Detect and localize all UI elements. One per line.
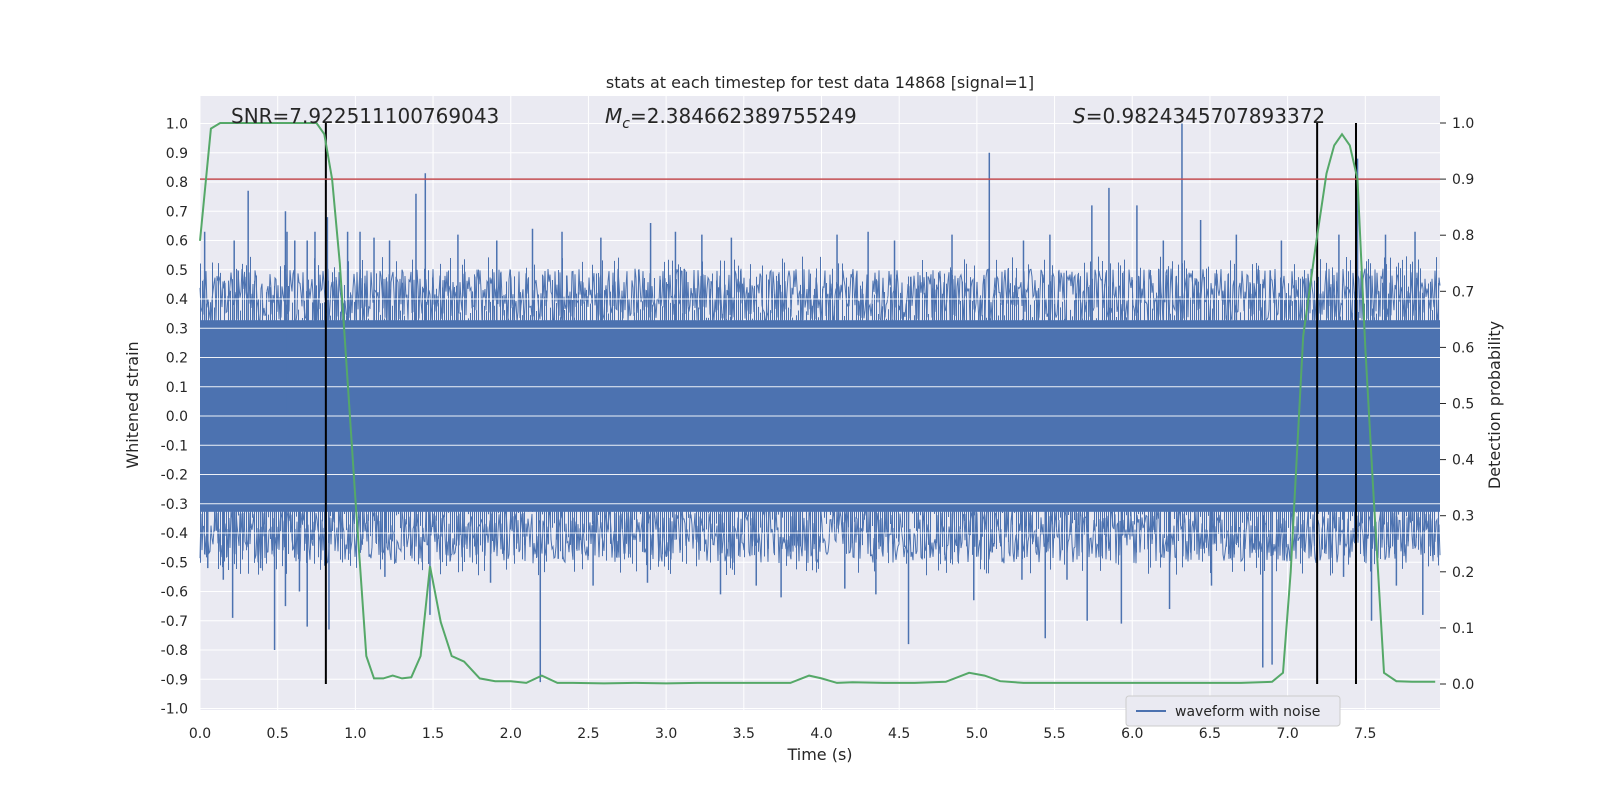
y-tick-label: -0.1 (161, 438, 188, 454)
x-tick-label: 2.5 (577, 726, 599, 742)
y2-tick-label: 0.9 (1452, 172, 1474, 188)
x-tick-label: 3.5 (733, 726, 755, 742)
score-annotation: S=0.9824345707893372 (1073, 104, 1325, 128)
y-tick-label: 0.9 (166, 146, 188, 162)
y-tick-label: 0.2 (166, 351, 188, 367)
y2-tick-label: 0.5 (1452, 397, 1474, 413)
y-tick-label: -0.6 (161, 585, 188, 601)
y-tick-label: -0.8 (161, 643, 188, 659)
y-tick-label: 0.4 (166, 292, 188, 308)
chart-title: stats at each timestep for test data 148… (606, 73, 1034, 92)
x-tick-label: 7.5 (1354, 726, 1376, 742)
x-tick-label: 6.0 (1121, 726, 1143, 742)
x-tick-label: 4.0 (810, 726, 832, 742)
y-tick-label: -0.9 (161, 672, 188, 688)
s-symbol: S (1073, 104, 1086, 128)
legend-label: waveform with noise (1175, 704, 1320, 720)
x-tick-label: 6.5 (1199, 726, 1221, 742)
waveform-series (199, 123, 1441, 683)
x-tick-labels: 0.0 0.5 1.0 1.5 2.0 2.5 3.0 3.5 4.0 4.5 5.0 5.5 6.0 6… (189, 726, 1377, 742)
x-tick-label: 1.5 (422, 726, 444, 742)
y2-tick-label: 0.3 (1452, 509, 1474, 525)
y-tick-label: -0.3 (161, 497, 188, 513)
x-tick-label: 1.0 (344, 726, 366, 742)
x-tick-label: 5.5 (1043, 726, 1065, 742)
legend: waveform with noise (1125, 695, 1341, 727)
y2-tick-label: 0.2 (1452, 565, 1474, 581)
x-axis-label: Time (s) (786, 745, 852, 764)
x-tick-label: 2.0 (500, 726, 522, 742)
y2-tick-labels: 0.0 0.1 0.2 0.3 0.4 0.5 0.6 0.7 0.8 0.9 1.0 (1440, 116, 1474, 693)
mc-value: =2.384662389755249 (630, 104, 857, 128)
y-tick-labels: -1.0 -0.9 -0.8 -0.7 -0.6 -0.5 -0.4 -0.3 -0.2 -0.1… (161, 117, 188, 718)
y-tick-label: 0.5 (166, 263, 188, 279)
snr-annotation: SNR=7.922511100769043 (231, 104, 499, 128)
y-tick-label: 0.1 (166, 380, 188, 396)
y2-tick-label: 0.6 (1452, 340, 1474, 356)
y2-axis-label: Detection probability (1485, 321, 1504, 489)
y-tick-label: 0.6 (166, 234, 188, 250)
y-tick-label: -0.5 (161, 555, 188, 571)
y2-tick-label: 0.7 (1452, 284, 1474, 300)
legend-box (1125, 695, 1341, 727)
waveform-lower-edge (199, 507, 1441, 565)
x-tick-label: 4.5 (888, 726, 910, 742)
y-tick-label: 0.7 (166, 204, 188, 220)
x-tick-label: 0.0 (189, 726, 211, 742)
chirp-mass-annotation: Mc=2.384662389755249 (605, 104, 857, 132)
y-tick-label: -1.0 (161, 702, 188, 718)
mc-subscript: c (622, 116, 630, 132)
y-tick-label: -0.2 (161, 468, 188, 484)
s-value: =0.9824345707893372 (1086, 104, 1325, 128)
x-tick-label: 7.0 (1276, 726, 1298, 742)
y2-tick-label: 0.0 (1452, 677, 1474, 693)
y2-tick-label: 0.4 (1452, 453, 1474, 469)
y2-tick-label: 1.0 (1452, 116, 1474, 132)
y-tick-label: -0.4 (161, 526, 188, 542)
x-tick-label: 5.0 (966, 726, 988, 742)
x-tick-label: 0.5 (267, 726, 289, 742)
y-tick-label: -0.7 (161, 614, 188, 630)
y2-tick-label: 0.8 (1452, 228, 1474, 244)
y2-tick-label: 0.1 (1452, 621, 1474, 637)
x-tick-label: 3.0 (655, 726, 677, 742)
mc-symbol: M (605, 104, 622, 128)
vertical-markers (324, 123, 1357, 684)
y-axis-label: Whitened strain (123, 341, 142, 468)
y-tick-label: 0.3 (166, 321, 188, 337)
y-tick-label: 0.0 (166, 409, 188, 425)
y-tick-label: 0.8 (166, 175, 188, 191)
y-tick-label: 1.0 (166, 117, 188, 133)
probability-line (199, 122, 1436, 685)
